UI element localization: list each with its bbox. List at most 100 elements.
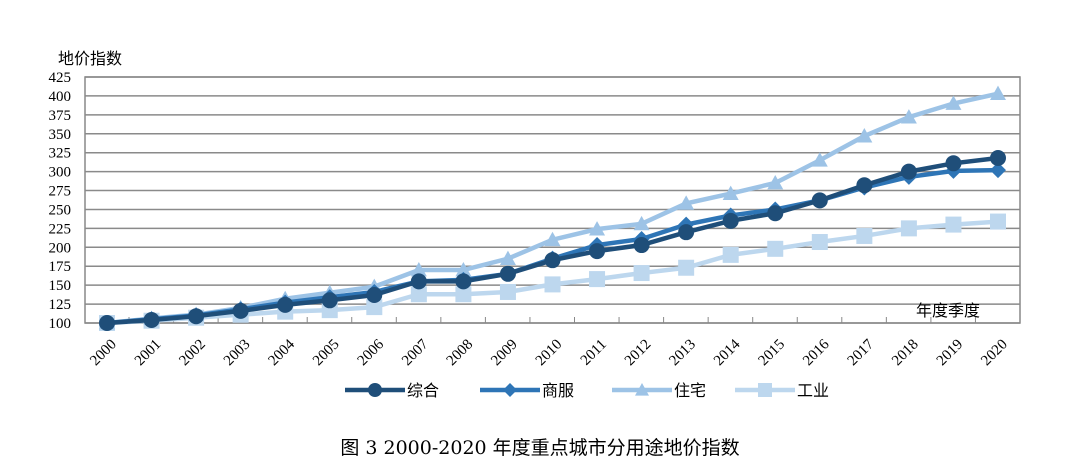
data-point bbox=[722, 246, 739, 263]
data-point bbox=[143, 311, 160, 328]
data-point bbox=[410, 286, 427, 303]
y-tick-label: 425 bbox=[49, 70, 72, 86]
x-tick-label: 2015 bbox=[756, 337, 789, 370]
x-tick-label: 2005 bbox=[310, 337, 343, 370]
x-tick-label: 2013 bbox=[666, 337, 699, 370]
data-point bbox=[633, 265, 650, 282]
data-point bbox=[900, 220, 917, 237]
data-point bbox=[455, 286, 472, 303]
y-axis-label: 地价指数 bbox=[58, 49, 122, 68]
x-tick-label: 2016 bbox=[800, 336, 833, 369]
data-point bbox=[767, 240, 784, 257]
chart-title: 图 3 2000-2020 年度重点城市分用途地价指数 bbox=[340, 437, 739, 459]
data-point bbox=[635, 383, 649, 396]
data-point bbox=[856, 128, 873, 143]
x-tick-label: 2000 bbox=[87, 337, 120, 370]
y-tick-label: 100 bbox=[49, 316, 72, 332]
data-point bbox=[945, 95, 962, 110]
data-point bbox=[499, 283, 516, 300]
data-point bbox=[811, 192, 828, 209]
data-point bbox=[366, 286, 383, 303]
data-point bbox=[277, 296, 294, 313]
data-point bbox=[410, 262, 427, 277]
data-point bbox=[544, 231, 561, 247]
legend-item: 商服 bbox=[480, 381, 574, 400]
data-point bbox=[188, 308, 205, 325]
x-axis-label: 年度季度 bbox=[916, 301, 980, 320]
legend-label: 住宅 bbox=[674, 381, 706, 400]
data-point bbox=[633, 237, 650, 254]
legend-label: 工业 bbox=[797, 381, 829, 400]
x-tick-label: 2001 bbox=[132, 337, 165, 370]
legend-label: 商服 bbox=[542, 381, 574, 400]
data-point bbox=[544, 276, 561, 293]
data-point bbox=[455, 273, 472, 290]
data-point bbox=[767, 174, 784, 190]
data-point bbox=[321, 292, 338, 309]
x-tick-label: 2002 bbox=[176, 337, 209, 370]
data-point bbox=[856, 227, 873, 244]
legend-item: 综合 bbox=[345, 381, 439, 400]
data-point bbox=[722, 212, 739, 229]
data-point bbox=[368, 383, 382, 397]
data-point bbox=[455, 262, 472, 277]
x-tick-label: 2017 bbox=[845, 336, 878, 369]
x-tick-label: 2009 bbox=[488, 337, 521, 370]
x-tick-label: 2008 bbox=[444, 337, 477, 370]
data-point bbox=[678, 195, 695, 210]
x-tick-label: 2003 bbox=[221, 337, 254, 370]
series-住宅 bbox=[99, 85, 1006, 330]
data-point bbox=[544, 252, 561, 269]
y-tick-label: 175 bbox=[49, 259, 72, 275]
data-point bbox=[678, 259, 695, 276]
data-point bbox=[945, 216, 962, 233]
series-综合 bbox=[99, 149, 1006, 331]
data-point bbox=[366, 299, 383, 316]
y-tick-label: 400 bbox=[49, 89, 72, 105]
x-tick-label: 2020 bbox=[978, 337, 1011, 370]
y-tick-label: 150 bbox=[49, 278, 72, 294]
data-point bbox=[589, 221, 606, 236]
data-point bbox=[499, 250, 516, 266]
x-tick-label: 2011 bbox=[578, 337, 610, 369]
data-point bbox=[758, 383, 772, 397]
data-point bbox=[990, 213, 1006, 230]
x-tick-label: 2004 bbox=[266, 336, 299, 369]
data-point bbox=[589, 243, 606, 260]
legend-item: 住宅 bbox=[612, 381, 706, 400]
data-point bbox=[900, 109, 917, 124]
x-tick-label: 2006 bbox=[355, 336, 388, 369]
x-tick-label: 2010 bbox=[533, 337, 566, 370]
x-tick-label: 2012 bbox=[622, 337, 655, 370]
data-point bbox=[633, 215, 650, 231]
data-point bbox=[900, 163, 917, 180]
x-tick-label: 2014 bbox=[711, 336, 744, 369]
data-point bbox=[945, 155, 962, 172]
y-tick-label: 350 bbox=[49, 127, 72, 143]
legend-label: 综合 bbox=[407, 381, 439, 400]
y-tick-label: 200 bbox=[49, 240, 72, 256]
data-point bbox=[589, 271, 606, 288]
data-point bbox=[990, 85, 1006, 101]
data-point bbox=[856, 177, 873, 194]
data-point bbox=[722, 185, 739, 200]
data-point bbox=[99, 315, 115, 331]
y-tick-label: 325 bbox=[49, 146, 72, 162]
y-tick-label: 125 bbox=[49, 297, 72, 313]
data-point bbox=[410, 273, 427, 290]
data-point bbox=[767, 205, 784, 222]
data-point bbox=[811, 234, 828, 251]
y-tick-label: 275 bbox=[49, 184, 72, 200]
y-tick-label: 250 bbox=[49, 202, 72, 218]
data-point bbox=[503, 383, 517, 397]
y-tick-label: 300 bbox=[49, 165, 72, 181]
data-point bbox=[990, 149, 1006, 166]
data-point bbox=[678, 224, 695, 241]
legend-item: 工业 bbox=[735, 381, 829, 400]
data-point bbox=[499, 265, 516, 282]
x-tick-label: 2018 bbox=[889, 337, 922, 370]
data-point bbox=[811, 152, 828, 167]
y-tick-label: 375 bbox=[49, 108, 72, 124]
data-point bbox=[232, 302, 249, 319]
